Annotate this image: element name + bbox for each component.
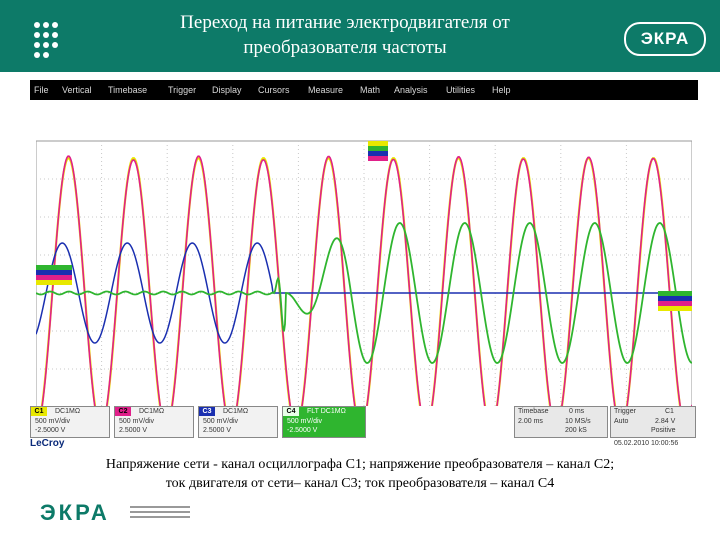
menu-utilities[interactable]: Utilities <box>446 85 476 95</box>
channel-label: C1 <box>31 407 47 416</box>
menu-math[interactable]: Math <box>360 85 381 95</box>
channel-coupling: DC1MΩ <box>223 408 249 415</box>
menu-measure[interactable]: Measure <box>308 85 344 95</box>
marker-c4-left <box>36 265 72 270</box>
channel-label: C3 <box>199 407 215 416</box>
channel-box-c4[interactable]: C4 FLT DC1MΩ 500 mV/div -2.5000 V <box>282 406 366 438</box>
waveform-c4 <box>36 222 692 364</box>
waveform-c3 <box>36 242 692 344</box>
timebase-sample: 10 MS/s <box>565 418 591 425</box>
menu-display[interactable]: Display <box>212 85 242 95</box>
slide-title: Переход на питание электродвигателя от п… <box>110 10 580 60</box>
marker-c4-right <box>658 291 692 296</box>
timebase-tdiv: 2.00 ms <box>518 418 543 425</box>
channel-scale: 500 mV/div <box>119 418 155 425</box>
channel-box-c2[interactable]: C2 DC1MΩ 500 mV/div 2.5000 V <box>114 406 194 438</box>
slide-caption: Напряжение сети - канал осциллографа С1;… <box>40 455 680 493</box>
scope-datetime: 05.02.2010 10:00:56 <box>614 440 679 447</box>
channel-coupling: DC1MΩ <box>139 408 165 415</box>
oscilloscope-screenshot: File Vertical Timebase Trigger Display C… <box>30 80 698 454</box>
ekra-logo-top: ЭКРА <box>624 22 706 56</box>
channel-label: C2 <box>115 407 131 416</box>
channel-scale: 500 mV/div <box>35 418 71 425</box>
channel-offset: 2.5000 V <box>203 427 232 434</box>
scope-footer: C1 DC1MΩ 500 mV/div -2.5000 V C2 DC1MΩ 5… <box>30 406 698 454</box>
ekra-logo-word: ЭКРА <box>40 500 110 525</box>
scope-menubar: File Vertical Timebase Trigger Display C… <box>30 80 698 100</box>
trigger-level: 2.84 V <box>655 418 676 425</box>
timebase-box[interactable]: Timebase 0 ms 2.00 ms 10 MS/s 200 kS <box>514 406 608 438</box>
trigger-label: Trigger <box>614 408 636 415</box>
channel-scale: 500 mV/div <box>287 418 323 425</box>
marker-c1-right <box>658 306 692 311</box>
marker-c3-left <box>36 270 72 275</box>
channel-offset: -2.5000 V <box>35 427 66 434</box>
timebase-samples: 200 kS <box>565 427 587 434</box>
menu-trigger[interactable]: Trigger <box>168 85 197 95</box>
menu-timebase[interactable]: Timebase <box>108 85 148 95</box>
trigger-mode: Auto <box>614 418 629 425</box>
marker-c2-top <box>368 156 388 161</box>
ekra-logo-subtitle-icon <box>130 504 190 518</box>
marker-c2-right <box>658 301 692 306</box>
ekra-logo-bottom: ЭКРА <box>40 500 240 530</box>
channel-coupling: FLT DC1MΩ <box>307 408 346 415</box>
slide-title-line2: преобразователя частоты <box>243 37 447 58</box>
marker-c1-top <box>368 141 388 146</box>
menu-vertical[interactable]: Vertical <box>62 85 92 95</box>
marker-c2-left <box>36 275 72 280</box>
channel-box-c3[interactable]: C3 DC1MΩ 500 mV/div 2.5000 V <box>198 406 278 438</box>
timebase-label: Timebase <box>518 408 549 415</box>
marker-c1-left <box>36 280 72 285</box>
slide-title-line1: Переход на питание электродвигателя от <box>180 12 510 33</box>
channel-label: C4 <box>283 407 299 416</box>
waveform-grid <box>36 140 692 446</box>
channel-coupling: DC1MΩ <box>55 408 81 415</box>
marker-c4-top <box>368 146 388 151</box>
trigger-slope: Positive <box>651 427 676 434</box>
channel-scale: 500 mV/div <box>203 418 239 425</box>
slide-header: Переход на питание электродвигателя от п… <box>0 0 720 72</box>
channel-offset: 2.5000 V <box>119 427 148 434</box>
marker-c3-right <box>658 296 692 301</box>
timebase-value: 0 ms <box>569 408 585 415</box>
dots-logo-icon <box>34 22 58 58</box>
channel-offset: -2.5000 V <box>287 427 318 434</box>
menu-help[interactable]: Help <box>492 85 511 95</box>
trigger-box[interactable]: Trigger C1 Auto 2.84 V Positive <box>610 406 696 438</box>
menu-analysis[interactable]: Analysis <box>394 85 428 95</box>
channel-box-c1[interactable]: C1 DC1MΩ 500 mV/div -2.5000 V <box>30 406 110 438</box>
menu-file[interactable]: File <box>34 85 49 95</box>
marker-c3-top <box>368 151 388 156</box>
caption-line1: Напряжение сети - канал осциллографа С1;… <box>105 457 615 472</box>
menu-cursors[interactable]: Cursors <box>258 85 290 95</box>
caption-line2: ток двигателя от сети– канал С3; ток пре… <box>165 476 555 491</box>
lecroy-brand: LeCroy <box>30 438 65 449</box>
trigger-source: C1 <box>665 408 674 415</box>
